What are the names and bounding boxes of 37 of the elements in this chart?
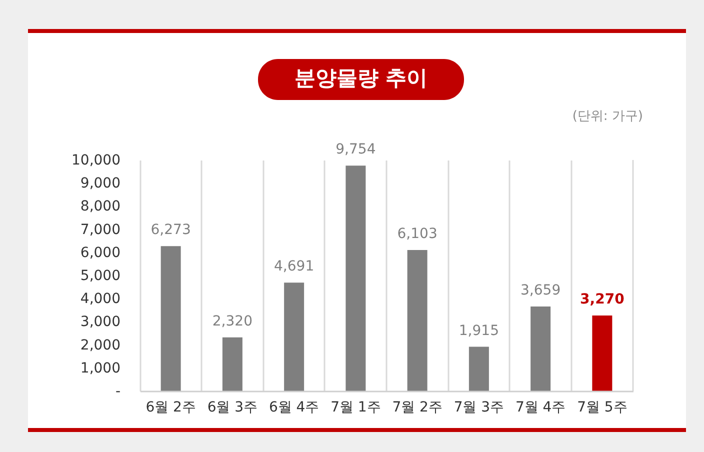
data-label: 3,659: [520, 282, 561, 298]
bar: [407, 250, 428, 391]
y-tick-label: 10,000: [72, 152, 120, 168]
bar: [222, 337, 242, 391]
chart-title: 분양물량 추이: [294, 66, 428, 90]
y-tick-label: 3,000: [80, 314, 120, 330]
x-tick-label: 7월 3주: [454, 400, 504, 416]
y-tick-label: 7,000: [80, 222, 120, 238]
x-tick-label: 7월 5주: [577, 400, 628, 416]
data-label: 4,691: [274, 258, 314, 275]
y-tick-label: -: [115, 384, 120, 400]
y-tick-label: 2,000: [80, 337, 120, 354]
text: (단위: 가구): [572, 109, 643, 124]
bar: [468, 346, 489, 391]
x-tick-label: 7월 2주: [392, 400, 442, 416]
data-label: 3,270: [580, 291, 625, 308]
x-tick-label: 6월 3주: [207, 400, 258, 416]
x-tick-label: 6월 2주: [146, 400, 196, 416]
bar: [160, 246, 181, 391]
data-label: 9,754: [336, 142, 376, 158]
y-tick-label: 6,000: [80, 244, 120, 261]
y-tick-label: 5,000: [80, 268, 120, 284]
data-label: 6,103: [397, 226, 438, 242]
y-tick-label: 1,000: [80, 360, 120, 376]
data-label: 2,320: [212, 313, 252, 330]
bar: [346, 166, 366, 391]
bar: [530, 306, 551, 391]
bar: [592, 315, 612, 391]
bar: [284, 282, 304, 391]
y-tick-label: 8,000: [80, 198, 120, 215]
x-tick-label: 6월 4주: [268, 400, 320, 416]
y-tick-label: 4,000: [80, 291, 120, 308]
x-tick-label: 7월 4주: [515, 400, 566, 416]
data-label: 6,273: [150, 222, 191, 238]
x-tick-label: 7월 1주: [330, 400, 381, 416]
y-tick-label: 9,000: [80, 176, 120, 192]
data-label: 1,915: [458, 322, 499, 339]
